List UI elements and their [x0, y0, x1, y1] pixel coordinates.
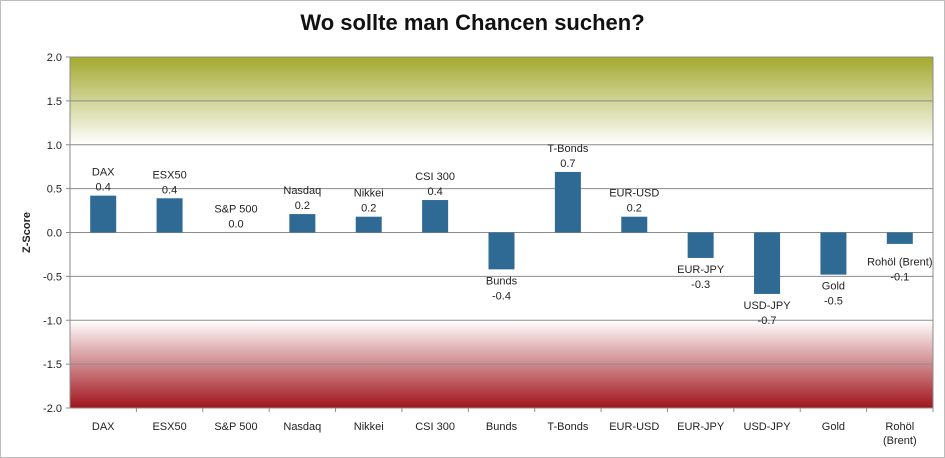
- data-label-name: S&P 500: [214, 204, 257, 216]
- y-tick-label: 0.5: [47, 184, 62, 196]
- data-label-name: ESX50: [152, 169, 186, 181]
- x-category-label: EUR-JPY: [677, 421, 725, 433]
- x-category-label: EUR-USD: [609, 421, 659, 433]
- bar[interactable]: [621, 216, 648, 233]
- y-tick-label: 0.0: [47, 228, 62, 240]
- data-label-value: 0.0: [228, 219, 243, 231]
- data-label-name: EUR-USD: [609, 188, 659, 200]
- data-label-name: Gold: [822, 281, 845, 293]
- data-label-name: CSI 300: [415, 171, 455, 183]
- bar[interactable]: [90, 195, 117, 233]
- bar[interactable]: [820, 232, 847, 275]
- bar[interactable]: [289, 214, 316, 233]
- data-label-value: 0.7: [560, 158, 575, 170]
- data-label-value: 0.4: [162, 184, 177, 196]
- data-label-value: 0.2: [361, 203, 376, 215]
- x-category-label: CSI 300: [415, 421, 455, 433]
- x-category-label: USD-JPY: [744, 421, 792, 433]
- data-label-name: Bunds: [486, 275, 518, 287]
- bar[interactable]: [422, 200, 449, 233]
- data-label-value: 0.2: [627, 203, 642, 215]
- x-category-label: Nikkei: [354, 421, 384, 433]
- y-tick-label: -0.5: [43, 271, 62, 283]
- y-tick-label: -1.5: [43, 359, 62, 371]
- x-category-label: Rohöl (Brent): [883, 421, 917, 447]
- x-category-label: Gold: [822, 421, 845, 433]
- data-label-name: Nikkei: [354, 188, 384, 200]
- data-label-value: 0.4: [427, 186, 442, 198]
- data-label-value: -0.1: [890, 272, 909, 284]
- data-label-value: -0.3: [691, 279, 710, 291]
- data-label-value: -0.7: [758, 315, 777, 327]
- data-label-name: Nasdaq: [283, 185, 321, 197]
- bar[interactable]: [156, 198, 183, 233]
- bar[interactable]: [488, 232, 515, 270]
- data-label-value: -0.5: [824, 296, 843, 308]
- data-label-name: USD-JPY: [744, 300, 792, 312]
- bar[interactable]: [754, 232, 781, 294]
- x-category-label: DAX: [92, 421, 115, 433]
- x-category-label: T-Bonds: [547, 421, 588, 433]
- data-label-name: DAX: [92, 167, 115, 179]
- y-tick-label: 1.0: [47, 140, 62, 152]
- data-label-value: 0.4: [96, 182, 111, 194]
- y-axis-title: Z-Score: [21, 212, 33, 253]
- y-tick-label: -2.0: [43, 403, 62, 415]
- x-category-label: S&P 500: [214, 421, 257, 433]
- y-tick-label: 2.0: [47, 52, 62, 64]
- chart-title: Wo sollte man Chancen suchen?: [300, 10, 645, 35]
- x-category-label: Bunds: [486, 421, 518, 433]
- y-tick-label: -1.0: [43, 315, 62, 327]
- data-label-value: 0.2: [295, 200, 310, 212]
- data-label-name: Rohöl (Brent): [867, 257, 932, 269]
- data-label-value: -0.4: [492, 290, 511, 302]
- y-tick-label: 1.5: [47, 96, 62, 108]
- data-label-name: EUR-JPY: [677, 264, 725, 276]
- data-label-name: T-Bonds: [547, 143, 588, 155]
- bar[interactable]: [687, 232, 714, 258]
- bar[interactable]: [886, 232, 913, 244]
- x-category-label: Nasdaq: [283, 421, 321, 433]
- x-category-label: ESX50: [152, 421, 186, 433]
- bar[interactable]: [554, 171, 581, 233]
- bar[interactable]: [355, 216, 382, 233]
